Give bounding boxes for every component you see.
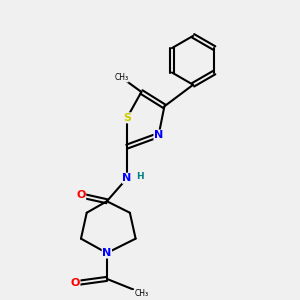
Text: N: N — [122, 173, 132, 183]
Text: H: H — [136, 172, 144, 181]
Text: S: S — [123, 113, 131, 123]
Text: CH₃: CH₃ — [114, 73, 128, 82]
Text: CH₃: CH₃ — [134, 289, 148, 298]
Text: N: N — [154, 130, 163, 140]
Text: O: O — [76, 190, 86, 200]
Text: O: O — [70, 278, 80, 288]
Text: N: N — [102, 248, 112, 258]
